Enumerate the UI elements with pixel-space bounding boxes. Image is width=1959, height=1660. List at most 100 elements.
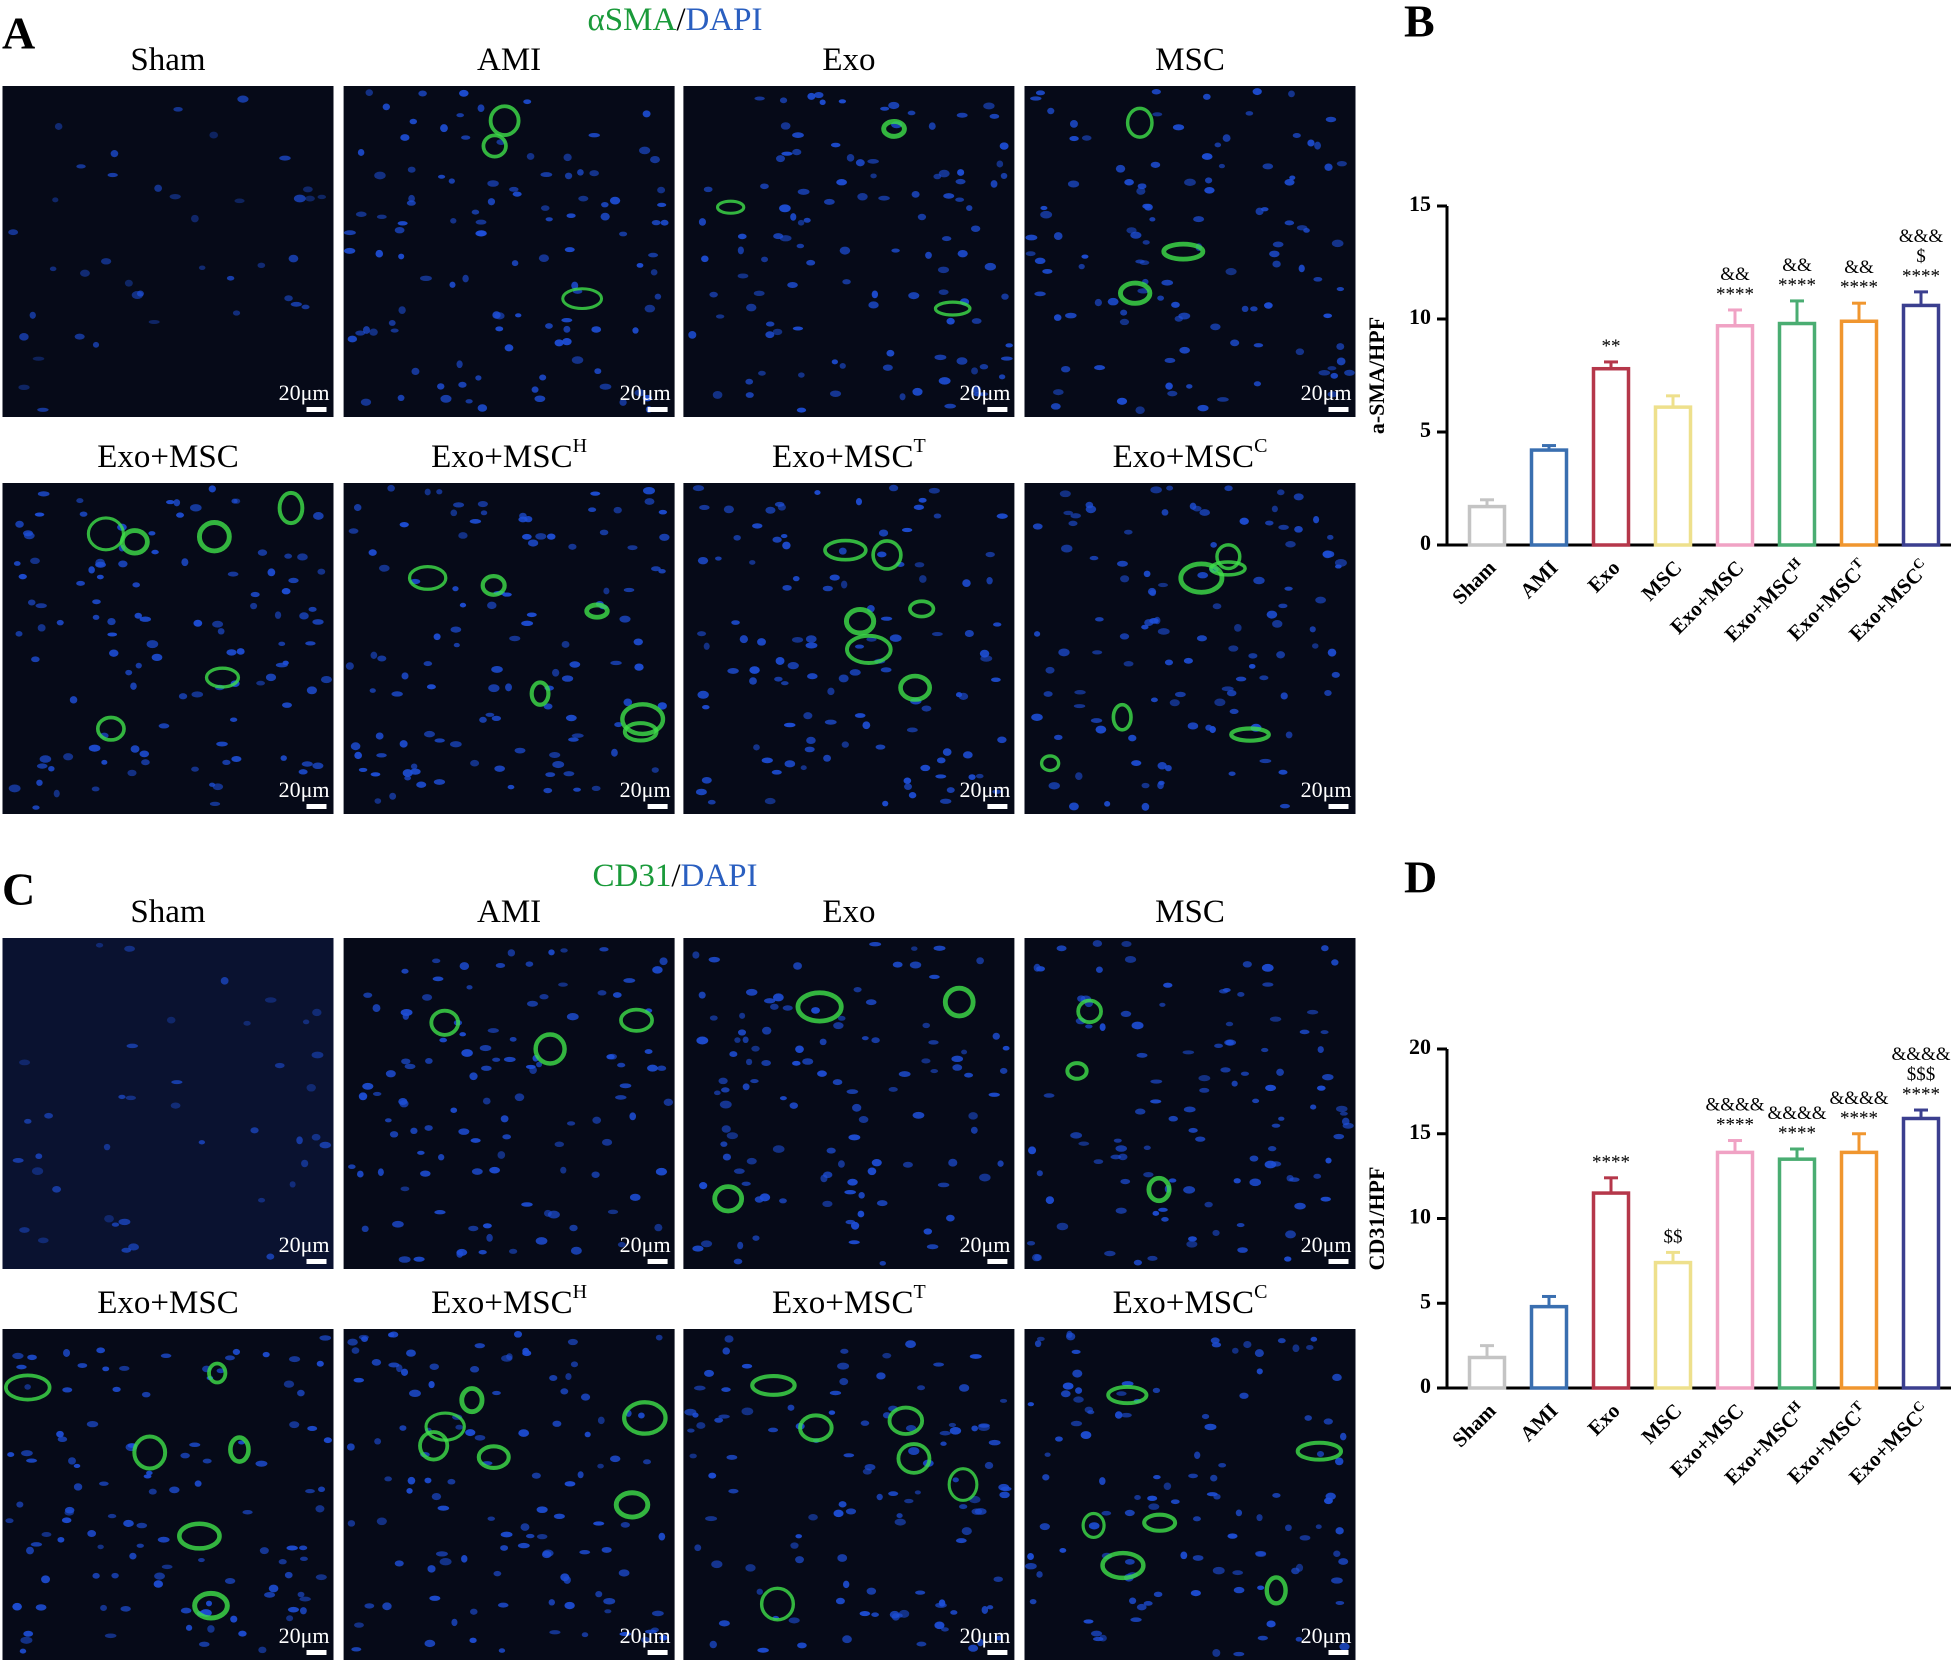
nucleus xyxy=(1259,675,1269,681)
y-tick-label: 5 xyxy=(1420,1288,1431,1313)
nucleus xyxy=(20,1636,33,1644)
scale-bar xyxy=(647,804,668,809)
nucleus xyxy=(458,532,468,539)
nucleus xyxy=(76,164,86,169)
nucleus xyxy=(1094,365,1106,371)
nucleus xyxy=(1143,1601,1153,1606)
nucleus xyxy=(715,556,722,561)
nucleus xyxy=(1183,1106,1196,1113)
nucleus xyxy=(854,644,865,649)
nucleus xyxy=(546,533,556,540)
nucleus xyxy=(1168,1115,1178,1122)
nucleus xyxy=(1199,509,1211,516)
nucleus xyxy=(792,1060,801,1066)
nucleus xyxy=(569,1224,578,1232)
nucleus xyxy=(265,673,277,682)
vessel xyxy=(204,666,241,689)
nucleus xyxy=(447,1478,456,1485)
error-bar xyxy=(1914,290,1928,306)
nucleus xyxy=(563,325,571,333)
image-label-text: Exo+MSC xyxy=(772,439,913,475)
nucleus xyxy=(1339,1642,1350,1651)
vessel xyxy=(481,133,508,159)
nucleus xyxy=(746,303,757,312)
nucleus xyxy=(1269,1016,1282,1022)
nucleus xyxy=(955,1538,967,1544)
nucleus xyxy=(278,1559,287,1565)
nucleus xyxy=(1256,1514,1263,1522)
nucleus xyxy=(369,328,378,336)
nucleus xyxy=(92,341,100,348)
nucleus xyxy=(394,226,405,234)
nucleus xyxy=(1197,404,1209,412)
nucleus xyxy=(906,727,918,733)
nucleus xyxy=(1136,1603,1147,1611)
micrograph: 20μm xyxy=(1024,483,1356,814)
nucleus xyxy=(15,520,24,528)
nucleus xyxy=(268,1584,279,1593)
nucleus xyxy=(343,247,356,254)
nucleus xyxy=(754,96,765,101)
nucleus xyxy=(1045,1196,1055,1204)
x-tick-label: MSC xyxy=(1637,556,1687,606)
nucleus xyxy=(1313,515,1320,524)
nucleus xyxy=(644,304,656,313)
nucleus xyxy=(1289,1177,1300,1182)
nucleus xyxy=(242,1509,253,1515)
nucleus xyxy=(563,153,572,162)
image-label-sup: T xyxy=(914,435,926,457)
nucleus xyxy=(989,113,1000,119)
nucleus xyxy=(902,1161,913,1168)
significance-label: **** xyxy=(1778,1123,1816,1144)
nucleus xyxy=(522,1347,530,1355)
nucleus xyxy=(760,183,769,190)
nucleus xyxy=(104,1633,117,1639)
nucleus xyxy=(302,186,313,193)
nucleus xyxy=(1165,382,1173,390)
nucleus xyxy=(761,757,773,764)
nucleus xyxy=(1224,1039,1237,1046)
nucleus xyxy=(1241,305,1249,313)
nucleus xyxy=(609,1455,621,1463)
nucleus xyxy=(711,1560,723,1569)
x-tick-label: AMI xyxy=(1515,556,1562,603)
vessel xyxy=(407,564,448,591)
nucleus xyxy=(1044,1452,1051,1457)
nucleus xyxy=(1090,718,1103,723)
nucleus xyxy=(857,193,868,201)
vessel xyxy=(715,199,746,215)
nucleus xyxy=(602,1138,613,1146)
nucleus xyxy=(614,722,623,728)
micrograph: 20μm xyxy=(2,938,334,1269)
nucleus xyxy=(474,1434,486,1441)
nucleus xyxy=(1000,1486,1012,1492)
nucleus xyxy=(5,1518,14,1524)
nucleus xyxy=(1285,541,1296,548)
nucleus xyxy=(1309,626,1316,633)
scale-bar-label: 20μm xyxy=(620,1232,671,1257)
nucleus xyxy=(1158,1207,1168,1212)
nucleus xyxy=(642,394,652,402)
nucleus xyxy=(536,1506,548,1514)
nucleus xyxy=(157,1536,170,1543)
nucleus xyxy=(992,1032,1000,1040)
scale-bar xyxy=(647,407,668,412)
nucleus xyxy=(829,1390,842,1396)
nucleus xyxy=(694,1544,702,1552)
nucleus xyxy=(1279,803,1290,809)
nucleus xyxy=(996,513,1008,519)
nucleus xyxy=(1143,1171,1154,1178)
nucleus xyxy=(1039,1523,1050,1531)
nucleus xyxy=(938,289,949,295)
nucleus xyxy=(823,198,835,205)
nucleus xyxy=(643,486,655,495)
nucleus xyxy=(1178,312,1191,320)
nucleus xyxy=(500,1115,509,1123)
nucleus xyxy=(823,754,831,762)
significance-label: $$ xyxy=(1664,1226,1683,1247)
nucleus xyxy=(413,1256,425,1262)
vessel xyxy=(529,680,551,707)
nucleus xyxy=(699,1182,708,1190)
nucleus xyxy=(37,624,46,632)
